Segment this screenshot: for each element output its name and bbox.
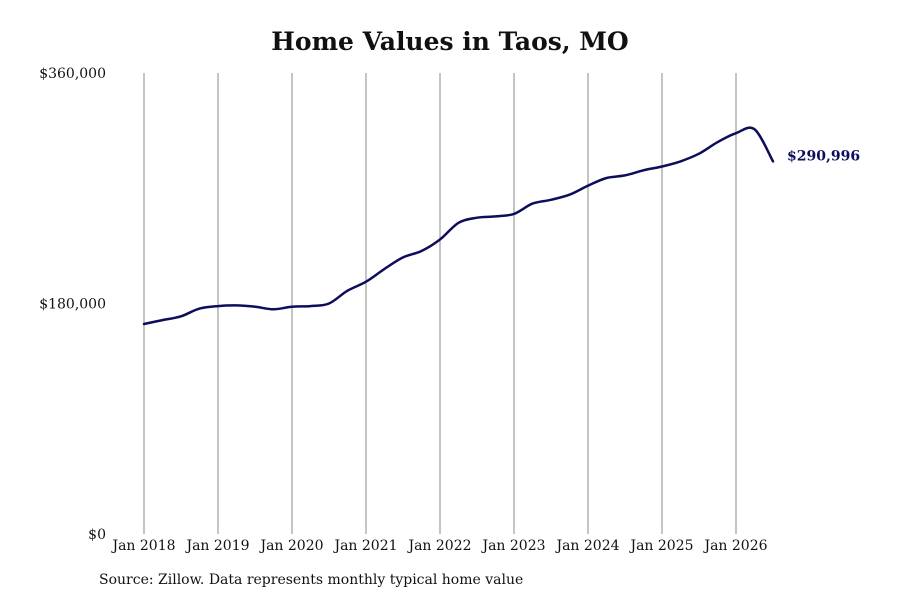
- x-axis-ticks: Jan 2018 Jan 2019 Jan 2020 Jan 2021 Jan 2022…: [110, 538, 767, 554]
- x-tick-label: Jan 2026: [702, 538, 767, 554]
- x-tick-label: Jan 2020: [258, 538, 323, 554]
- y-tick-label: $360,000: [39, 66, 106, 82]
- x-tick-label: Jan 2019: [184, 538, 249, 554]
- chart-title: Home Values in Taos, MO: [271, 27, 629, 56]
- x-tick-label: Jan 2023: [480, 538, 545, 554]
- x-tick-label: Jan 2025: [628, 538, 693, 554]
- last-value-label: $290,996: [787, 148, 860, 164]
- x-tick-label: Jan 2022: [406, 538, 471, 554]
- source-note: Source: Zillow. Data represents monthly …: [99, 572, 524, 588]
- home-value-line: [142, 126, 775, 326]
- x-tick-label: Jan 2021: [332, 538, 397, 554]
- x-tick-label: Jan 2024: [554, 538, 619, 554]
- gridlines: [143, 73, 737, 534]
- y-tick-label: $0: [88, 527, 106, 543]
- y-axis-ticks: $0 $180,000 $360,000: [39, 66, 106, 543]
- x-tick-label: Jan 2018: [110, 538, 175, 554]
- y-tick-label: $180,000: [39, 297, 106, 313]
